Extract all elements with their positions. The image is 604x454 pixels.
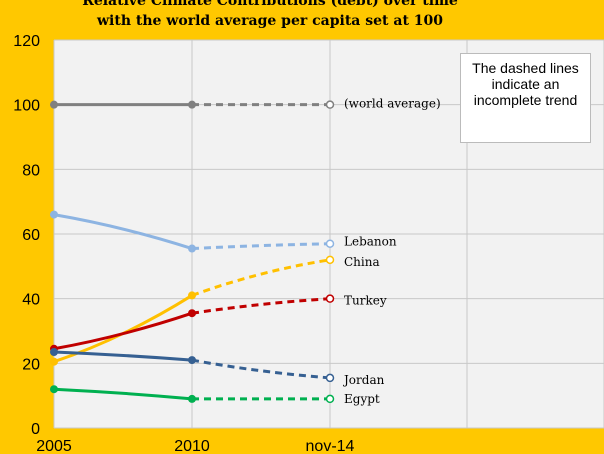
data-point-open (325, 294, 335, 303)
data-point (50, 348, 58, 357)
series-line-dashed (191, 242, 331, 251)
data-point (188, 394, 196, 403)
data-point-open (325, 394, 335, 404)
data-point (188, 309, 196, 318)
trend-note: The dashed lines indicate an incomplete … (460, 53, 591, 143)
series-line-dashed (191, 297, 331, 315)
data-point (188, 244, 196, 253)
data-point (50, 100, 58, 109)
series-line-dashed (191, 258, 331, 297)
y-axis: 0 20 40 60 80 100 120 (13, 33, 40, 438)
data-point-open (325, 373, 335, 383)
series-label: China (344, 255, 380, 269)
series-label: Lebanon (344, 235, 397, 249)
data-point (188, 291, 196, 300)
data-point (50, 385, 58, 394)
data-point (50, 210, 58, 219)
data-point (50, 357, 58, 366)
y-tick-label: 80 (22, 162, 40, 179)
series-line-solid (52, 311, 194, 351)
data-point (188, 100, 196, 109)
series-line-solid (52, 213, 194, 251)
series-label: Jordan (342, 373, 385, 387)
x-tick-label: nov-14 (306, 438, 355, 454)
y-tick-label: 100 (13, 98, 40, 115)
y-tick-label: 60 (22, 227, 40, 244)
series-label: Egypt (344, 392, 380, 406)
x-axis: 2005 2010 nov-14 (36, 438, 354, 454)
y-tick-label: 0 (31, 421, 40, 438)
series-line-solid (52, 350, 194, 362)
series-line-dashed (191, 358, 331, 380)
chart-title-line: Relative Climate Contributions (debt) ov… (82, 0, 458, 9)
series-line-solid (52, 387, 194, 401)
x-tick-label: 2005 (36, 438, 72, 454)
x-tick-label: 2010 (174, 438, 210, 454)
chart-title: Relative Climate Contributions (debt) ov… (82, 0, 458, 29)
data-point-open (325, 100, 335, 109)
series-label: (world average) (344, 97, 441, 111)
data-point (188, 356, 196, 365)
series-layer: (world average) Lebanon China Turkey Jordan E… (50, 97, 441, 406)
data-point-open (325, 255, 335, 265)
y-tick-label: 20 (22, 356, 40, 373)
y-tick-label: 40 (22, 292, 40, 309)
chart-title-line: with the world average per capita set at… (96, 13, 443, 29)
data-point-open (325, 239, 335, 248)
series-label: Turkey (344, 294, 387, 308)
y-tick-label: 120 (13, 33, 40, 50)
